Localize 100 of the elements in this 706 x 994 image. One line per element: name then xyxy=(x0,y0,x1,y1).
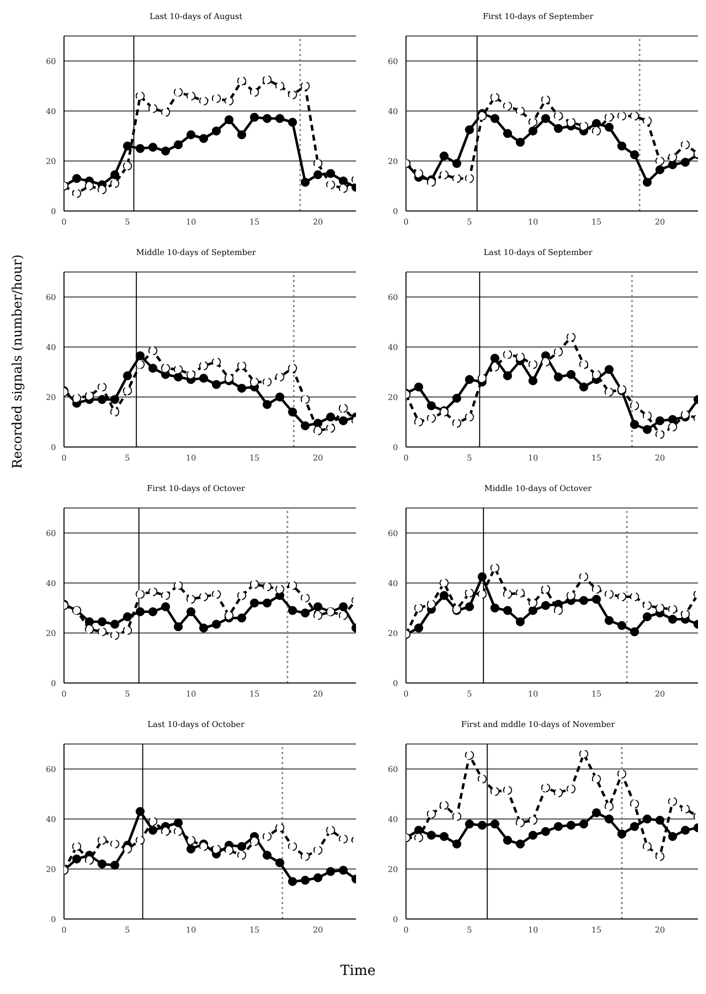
x-tick-label: 10 xyxy=(528,454,538,463)
point xyxy=(528,376,538,386)
point xyxy=(630,112,640,120)
x-tick-label: 20 xyxy=(312,454,324,463)
point xyxy=(199,374,208,383)
point xyxy=(224,611,234,620)
point xyxy=(630,150,640,160)
x-tick-label: 0 xyxy=(61,454,67,463)
point xyxy=(464,588,474,598)
point xyxy=(528,118,538,127)
point xyxy=(642,842,652,851)
point xyxy=(503,102,512,110)
y-tick-label: 60 xyxy=(46,764,56,774)
point xyxy=(642,411,652,420)
point xyxy=(98,627,107,636)
point xyxy=(250,88,259,97)
point xyxy=(275,823,284,832)
point xyxy=(554,372,563,382)
point xyxy=(478,112,487,120)
y-tick-label: 20 xyxy=(46,156,56,166)
point xyxy=(161,146,170,156)
point xyxy=(326,412,336,422)
point xyxy=(668,614,678,624)
x-tick-label: 5 xyxy=(124,218,130,227)
point xyxy=(199,96,208,106)
chart-title: Last 10-days of August xyxy=(148,11,244,23)
point xyxy=(186,594,196,604)
chart-title: First and mddle 10-days of November xyxy=(460,719,616,731)
point xyxy=(212,620,221,629)
point xyxy=(452,418,462,428)
point xyxy=(566,332,576,342)
point xyxy=(554,124,563,133)
point xyxy=(566,591,576,600)
point xyxy=(338,404,348,413)
point xyxy=(237,130,246,140)
point xyxy=(250,837,259,846)
x-tick-label: 15 xyxy=(249,690,260,699)
point xyxy=(313,170,322,180)
point xyxy=(288,842,298,851)
point xyxy=(212,380,221,389)
point xyxy=(122,626,132,635)
point xyxy=(300,608,310,618)
point xyxy=(554,348,563,356)
point xyxy=(617,830,626,838)
y-tick-label: 40 xyxy=(46,342,56,352)
point xyxy=(541,95,550,104)
point xyxy=(300,395,310,404)
point xyxy=(604,388,614,396)
point xyxy=(136,144,145,153)
point xyxy=(566,118,576,127)
point xyxy=(237,361,246,370)
point xyxy=(566,820,576,830)
point xyxy=(313,602,322,612)
point xyxy=(426,401,436,410)
point xyxy=(452,812,462,821)
point xyxy=(554,112,563,120)
y-tick-label: 0 xyxy=(392,914,398,924)
point xyxy=(262,582,272,592)
x-tick-label: 0 xyxy=(403,690,409,699)
point xyxy=(503,129,512,138)
point xyxy=(148,142,158,152)
point xyxy=(313,611,322,620)
x-tick-label: 5 xyxy=(466,454,472,463)
point xyxy=(579,122,588,130)
x-tick-label: 5 xyxy=(466,218,472,227)
point xyxy=(503,350,512,359)
x-tick-label: 20 xyxy=(654,926,666,935)
point xyxy=(84,182,94,190)
point xyxy=(224,115,234,124)
point xyxy=(426,178,436,187)
point xyxy=(212,358,221,366)
point xyxy=(275,584,284,594)
point xyxy=(122,162,132,170)
point xyxy=(503,371,512,380)
x-tick-label: 20 xyxy=(312,218,324,227)
point xyxy=(592,126,601,136)
y-tick-label: 0 xyxy=(50,206,56,216)
y-tick-label: 20 xyxy=(388,392,398,402)
point xyxy=(630,401,640,410)
x-tick-label: 0 xyxy=(61,926,67,935)
point xyxy=(440,152,449,160)
x-tick-label: 20 xyxy=(654,454,666,463)
point xyxy=(262,378,272,386)
point xyxy=(122,612,132,622)
point xyxy=(516,818,525,828)
point xyxy=(478,820,487,830)
y-tick-label: 60 xyxy=(388,292,398,302)
point xyxy=(224,374,234,383)
point xyxy=(604,814,614,824)
point xyxy=(174,140,183,150)
point xyxy=(174,818,183,828)
point xyxy=(199,624,208,632)
point xyxy=(262,850,272,860)
x-tick-label: 15 xyxy=(591,218,602,227)
x-tick-label: 0 xyxy=(403,218,409,227)
y-tick-label: 60 xyxy=(46,292,56,302)
point xyxy=(161,602,170,612)
point xyxy=(122,386,132,396)
point xyxy=(642,178,652,187)
point xyxy=(490,114,500,123)
